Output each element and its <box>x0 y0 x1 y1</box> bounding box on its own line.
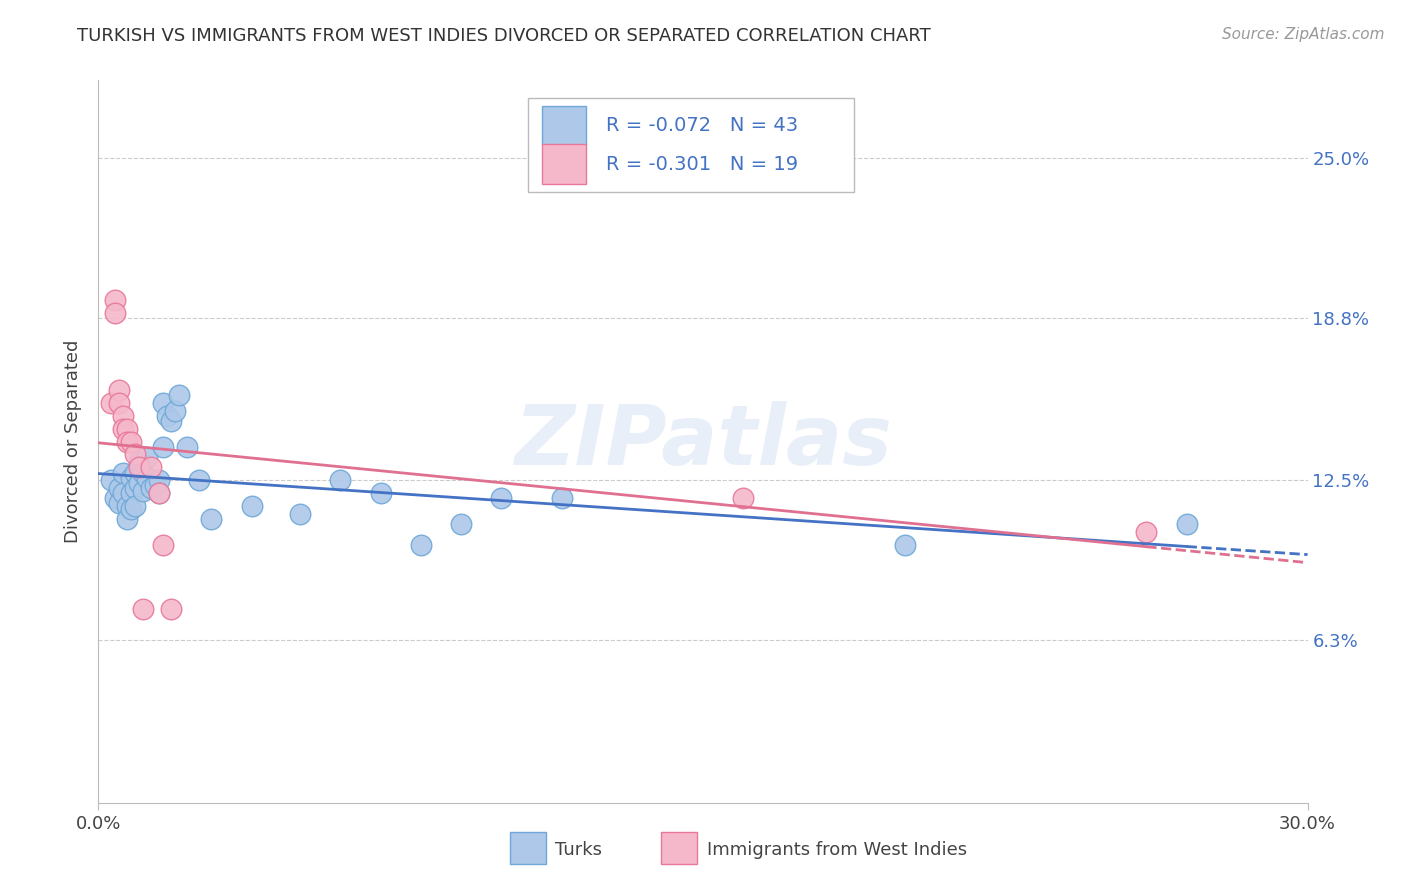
Text: Source: ZipAtlas.com: Source: ZipAtlas.com <box>1222 27 1385 42</box>
Point <box>1175 517 1198 532</box>
Point <box>124 466 146 480</box>
Point <box>115 512 138 526</box>
Point <box>188 473 211 487</box>
Point <box>148 486 170 500</box>
Y-axis label: Divorced or Separated: Divorced or Separated <box>65 340 83 543</box>
Point <box>124 499 146 513</box>
Point <box>143 478 166 492</box>
Point <box>111 466 134 480</box>
Point <box>124 481 146 495</box>
Point <box>160 414 183 428</box>
Point <box>120 501 142 516</box>
Point <box>111 409 134 423</box>
FancyBboxPatch shape <box>509 831 546 864</box>
Point <box>111 422 134 436</box>
Point <box>132 483 155 498</box>
Point <box>132 466 155 480</box>
Point <box>329 473 352 487</box>
Point <box>176 440 198 454</box>
Text: Immigrants from West Indies: Immigrants from West Indies <box>707 841 967 859</box>
Point <box>120 471 142 485</box>
Point <box>156 409 179 423</box>
Point <box>167 388 190 402</box>
Point <box>124 447 146 461</box>
FancyBboxPatch shape <box>543 144 586 184</box>
Point <box>163 403 186 417</box>
Point <box>152 440 174 454</box>
Point <box>148 473 170 487</box>
Point <box>103 305 125 319</box>
Point <box>733 491 755 506</box>
Point <box>111 486 134 500</box>
Point <box>107 496 129 510</box>
Point <box>200 512 222 526</box>
Point <box>115 499 138 513</box>
Point <box>135 471 157 485</box>
Point <box>288 507 311 521</box>
Point <box>160 602 183 616</box>
Point <box>1135 524 1157 539</box>
Text: Turks: Turks <box>555 841 603 859</box>
Point <box>120 486 142 500</box>
Point <box>139 481 162 495</box>
Point <box>128 455 150 469</box>
Point <box>115 434 138 449</box>
Point <box>370 486 392 500</box>
Point <box>128 475 150 490</box>
FancyBboxPatch shape <box>543 105 586 145</box>
FancyBboxPatch shape <box>527 98 855 193</box>
Point <box>103 491 125 506</box>
Point <box>409 538 432 552</box>
Point <box>135 450 157 464</box>
Point <box>551 491 574 506</box>
Point <box>240 499 263 513</box>
Point <box>152 538 174 552</box>
Text: R = -0.301   N = 19: R = -0.301 N = 19 <box>606 155 799 174</box>
Point <box>115 422 138 436</box>
Text: ZIPatlas: ZIPatlas <box>515 401 891 482</box>
Point <box>107 396 129 410</box>
Point <box>450 517 472 532</box>
Point <box>139 460 162 475</box>
Point <box>132 602 155 616</box>
Text: R = -0.072   N = 43: R = -0.072 N = 43 <box>606 116 799 136</box>
Text: TURKISH VS IMMIGRANTS FROM WEST INDIES DIVORCED OR SEPARATED CORRELATION CHART: TURKISH VS IMMIGRANTS FROM WEST INDIES D… <box>77 27 931 45</box>
Point <box>491 491 513 506</box>
Point <box>128 460 150 475</box>
Point <box>152 396 174 410</box>
Point <box>103 293 125 307</box>
FancyBboxPatch shape <box>661 831 697 864</box>
Point <box>107 481 129 495</box>
Point <box>120 434 142 449</box>
Point <box>107 383 129 397</box>
Point <box>148 486 170 500</box>
Point <box>893 538 915 552</box>
Point <box>100 396 122 410</box>
Point <box>100 473 122 487</box>
